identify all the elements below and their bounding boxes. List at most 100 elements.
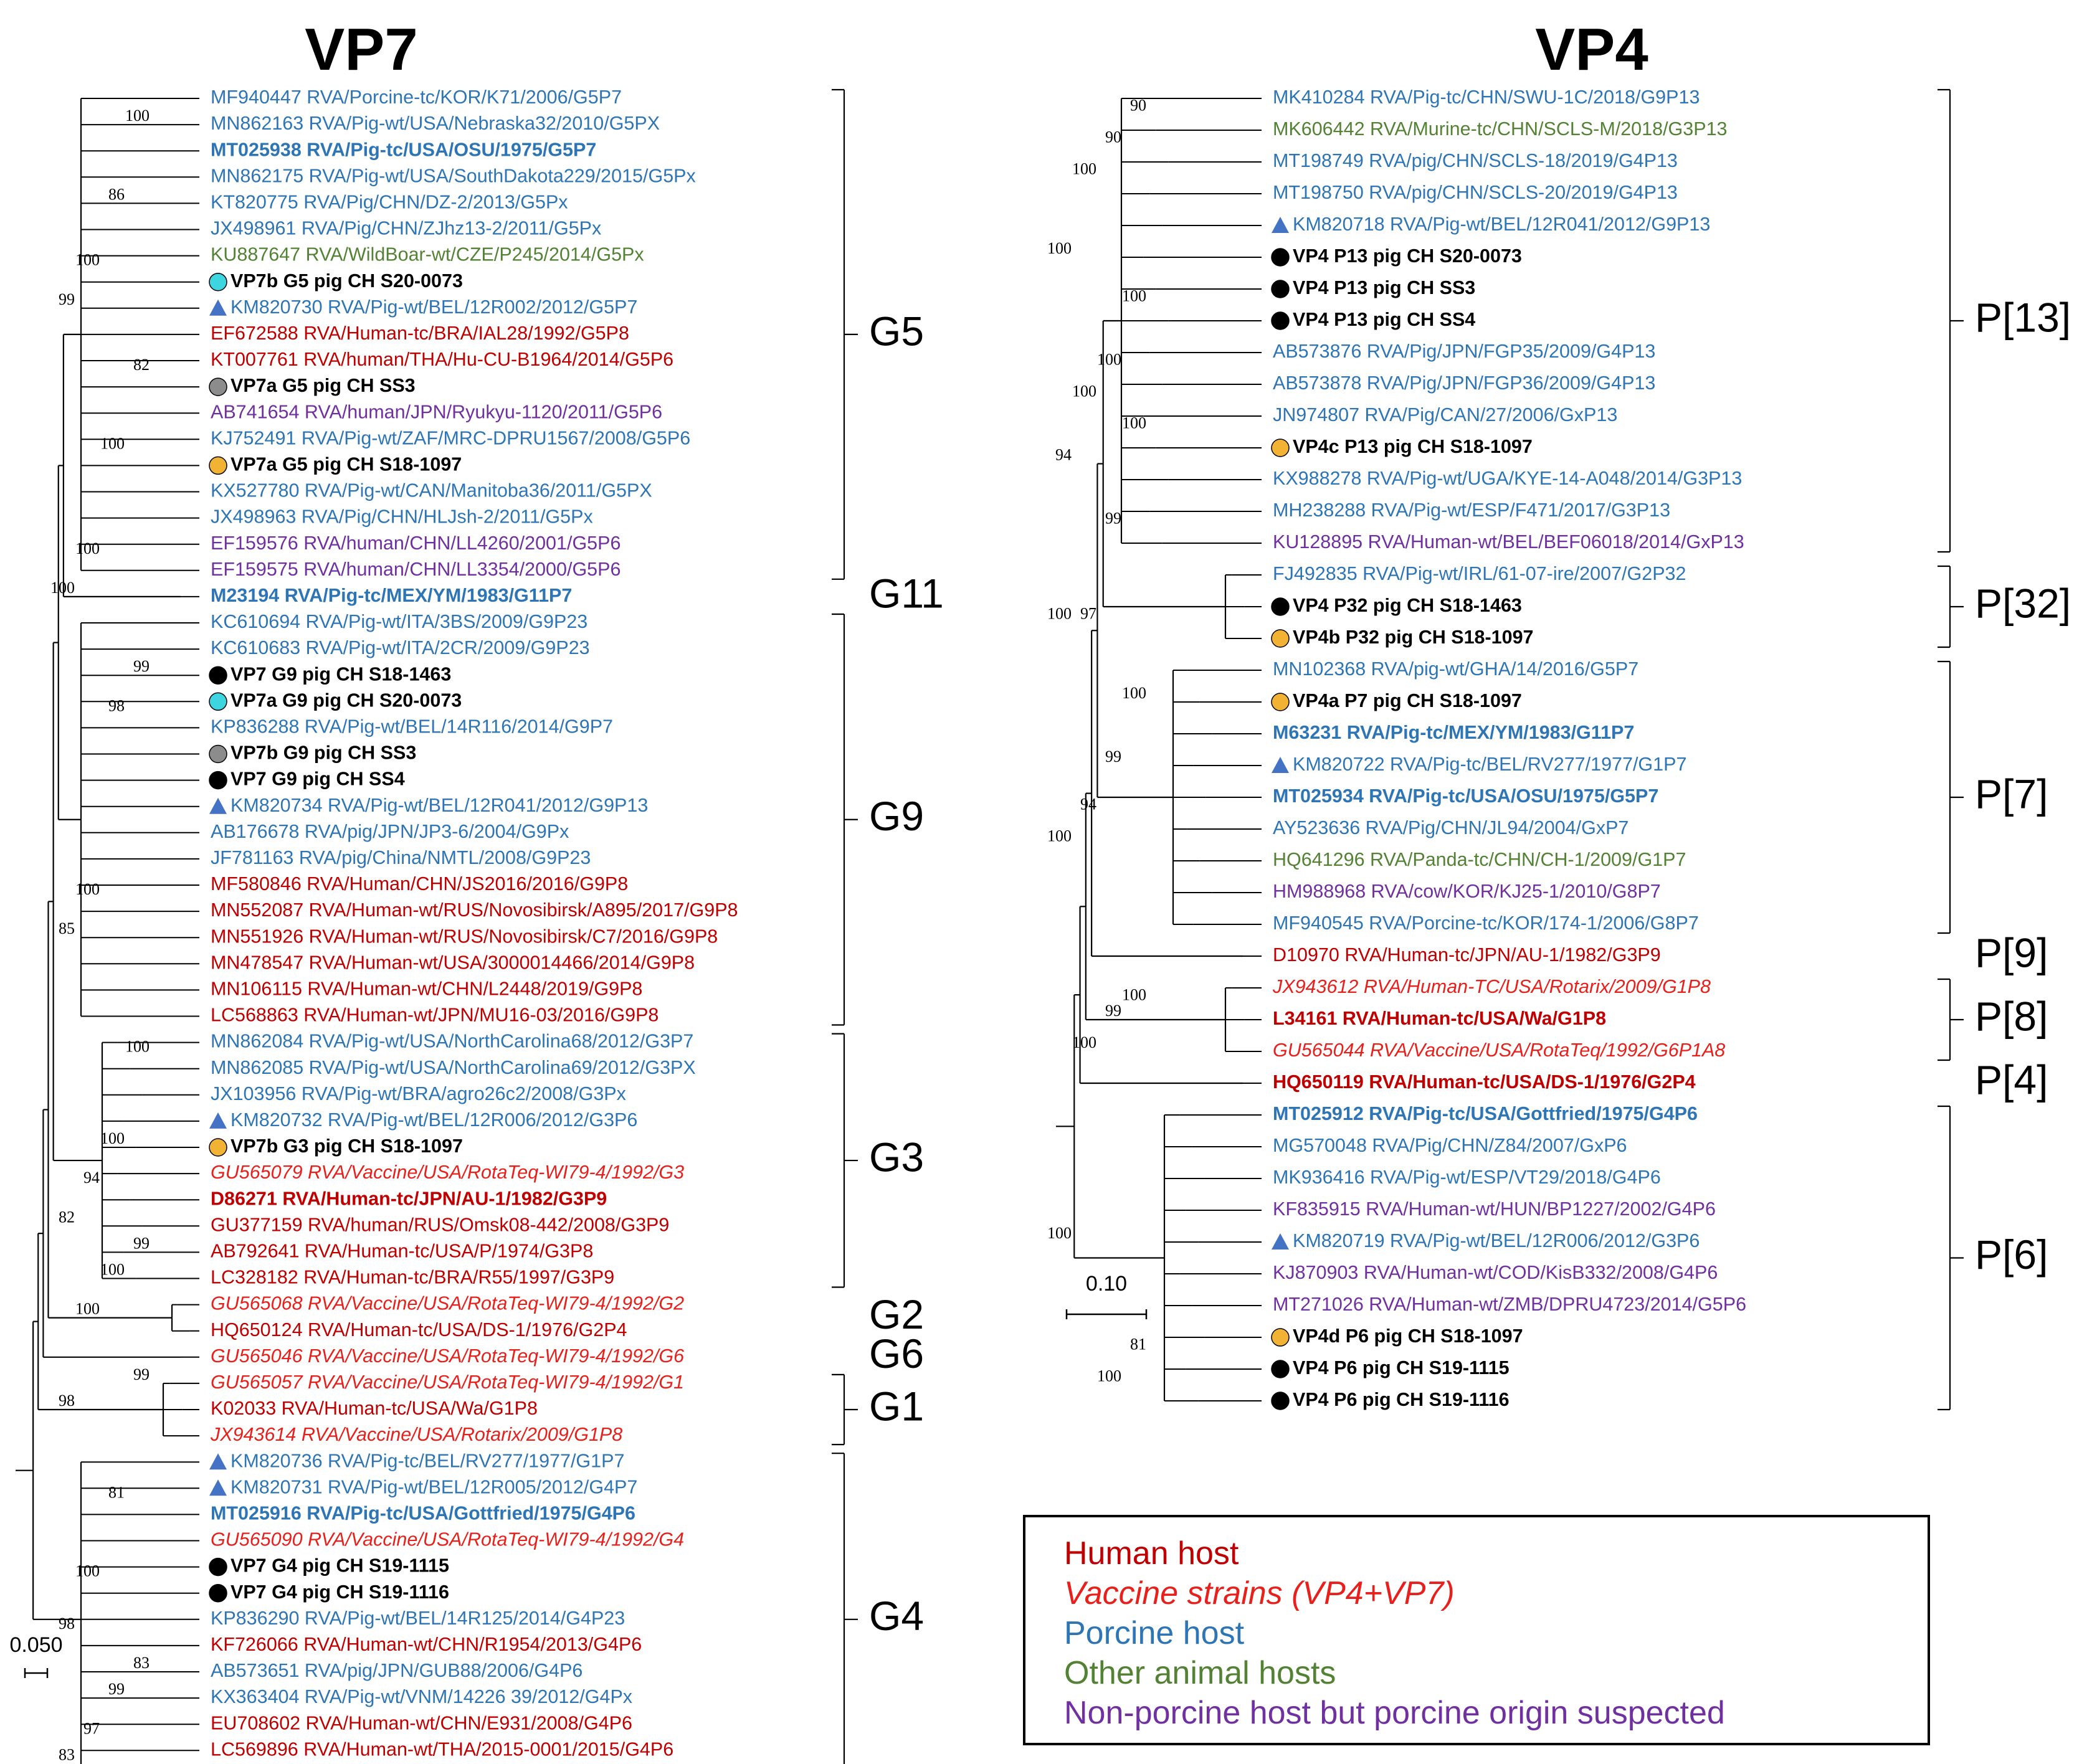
leaf-label: MF940545 RVA/Porcine-tc/KOR/174-1/2006/G… [1273,913,1699,934]
leaf-label: KP836288 RVA/Pig-wt/BEL/14R116/2014/G9P7 [211,716,613,737]
leaf-label: MT025912 RVA/Pig-tc/USA/Gottfried/1975/G… [1273,1103,1698,1124]
leaf-label: AB573876 RVA/Pig/JPN/FGP35/2009/G4P13 [1273,341,1655,362]
leaf-label: EF672588 RVA/Human-tc/BRA/IAL28/1992/G5P… [211,323,629,344]
leaf-label: VP4 P6 pig CH S19-1115 [1293,1357,1510,1378]
legend-item-porcine: Porcine host [1064,1615,1245,1651]
leaf-label: MF940447 RVA/Porcine-tc/KOR/K71/2006/G5P… [211,87,622,108]
leaf-label: MN862163 RVA/Pig-wt/USA/Nebraska32/2010/… [211,113,660,134]
reference-triangle-marker [1272,217,1289,233]
sample-cyan-circle-marker [209,272,227,292]
bootstrap-value: 100 [50,579,75,597]
bootstrap-value: 94 [1080,795,1096,813]
leaf-label: KM820719 RVA/Pig-wt/BEL/12R006/2012/G3P6 [1293,1230,1700,1251]
leaf-label: MN862084 RVA/Pig-wt/USA/NorthCarolina68/… [211,1031,693,1052]
bootstrap-value: 94 [83,1169,100,1187]
leaf-label: MT025938 RVA/Pig-tc/USA/OSU/1975/G5P7 [211,139,596,160]
sample-black-circle-marker [209,1583,227,1603]
leaf-label: GU565068 RVA/Vaccine/USA/RotaTeq-WI79-4/… [211,1293,684,1314]
bootstrap-value: 100 [75,251,100,269]
bootstrap-value: 83 [133,1654,150,1672]
bootstrap-value: 82 [133,356,150,374]
leaf-label: HM988968 RVA/cow/KOR/KJ25-1/2010/G8P7 [1273,881,1661,902]
legend-item-suspected: Non-porcine host but porcine origin susp… [1064,1695,1725,1731]
leaf-label: VP7 G4 pig CH S19-1116 [231,1581,449,1603]
leaf-label: KJ752491 RVA/Pig-wt/ZAF/MRC-DPRU1567/200… [211,427,690,448]
leaf-label: MN552087 RVA/Human-wt/RUS/Novosibirsk/A8… [211,899,738,921]
bootstrap-value: 100 [100,1129,125,1147]
leaf-label: VP7 G4 pig CH S19-1115 [231,1555,449,1577]
leaf-label: MT025916 RVA/Pig-tc/USA/Gottfried/1975/G… [211,1502,635,1524]
leaf-label: VP4c P13 pig CH S18-1097 [1293,436,1533,457]
legend-item-human: Human host [1064,1535,1239,1572]
leaf-label: KX527780 RVA/Pig-wt/CAN/Manitoba36/2011/… [211,480,652,501]
bootstrap-value: 83 [59,1745,75,1763]
leaf-label: KC610683 RVA/Pig-wt/ITA/2CR/2009/G9P23 [211,637,590,658]
sample-black-circle-marker [1271,1392,1290,1410]
leaf-label: KM820722 RVA/Pig-tc/BEL/RV277/1977/G1P7 [1293,754,1686,775]
clade-label: G9 [869,793,924,839]
leaf-label: GU565057 RVA/Vaccine/USA/RotaTeq-WI79-4/… [211,1372,684,1393]
leaf-label: JX943612 RVA/Human-TC/USA/Rotarix/2009/G… [1272,976,1711,997]
clade-label: G6 [869,1330,924,1377]
bootstrap-value: 100 [1047,827,1072,845]
clade-label: G11 [869,570,944,616]
leaf-label: AB792641 RVA/Human-tc/USA/P/1974/G3P8 [211,1240,593,1261]
leaf-label: K02033 RVA/Human-tc/USA/Wa/G1P8 [211,1398,538,1419]
leaf-label: MK410284 RVA/Pig-tc/CHN/SWU-1C/2018/G9P1… [1273,87,1700,108]
bootstrap-value: 81 [108,1483,125,1501]
clade-label: P[6] [1975,1231,2048,1278]
bootstrap-value: 90 [1130,97,1146,115]
bootstrap-value: 99 [1105,510,1121,528]
leaf-label: MH238288 RVA/Pig-wt/ESP/F471/2017/G3P13 [1273,500,1670,521]
bootstrap-value: 99 [1105,747,1121,766]
leaf-label: KP836290 RVA/Pig-wt/BEL/14R125/2014/G4P2… [211,1608,625,1629]
bootstrap-value: 99 [133,1234,150,1252]
legend-item-vaccine: Vaccine strains (VP4+VP7) [1064,1575,1455,1611]
sample-yellow-circle-marker [1271,1328,1290,1347]
leaf-label: KT007761 RVA/human/THA/Hu-CU-B1964/2014/… [211,349,673,370]
clade-label: P[4] [1975,1056,2048,1102]
leaf-label: VP4a P7 pig CH S18-1097 [1293,690,1522,711]
leaf-label: MN551926 RVA/Human-wt/RUS/Novosibirsk/C7… [211,926,718,947]
leaf-label: AB573651 RVA/pig/JPN/GUB88/2006/G4P6 [211,1660,582,1681]
bootstrap-value: 100 [100,1261,125,1279]
sample-black-circle-marker [1271,597,1290,616]
sample-yellow-circle-marker [1271,439,1290,457]
leaf-label: GU377159 RVA/human/RUS/Omsk08-442/2008/G… [211,1214,669,1235]
leaf-label: MT271026 RVA/Human-wt/ZMB/DPRU4723/2014/… [1273,1294,1746,1315]
leaf-label: MN478547 RVA/Human-wt/USA/3000014466/201… [211,952,695,973]
host-legend: Human host Vaccine strains (VP4+VP7) Por… [1023,1515,1930,1745]
leaf-label: VP7 G9 pig CH SS4 [231,769,405,790]
bootstrap-value: 82 [59,1208,75,1226]
bootstrap-value: 98 [59,1615,75,1633]
leaf-label: KF726066 RVA/Human-wt/CHN/R1954/2013/G4P… [211,1634,642,1655]
legend-item-other: Other animal hosts [1064,1655,1336,1691]
leaf-label: VP4b P32 pig CH S18-1097 [1293,627,1534,648]
leaf-label: AB176678 RVA/pig/JPN/JP3-6/2004/G9Px [211,821,569,842]
bootstrap-value: 100 [1122,684,1146,702]
leaf-label: VP7 G9 pig CH S18-1463 [231,663,451,685]
bootstrap-value: 100 [75,1300,100,1318]
bootstrap-value: 99 [133,1365,150,1383]
bootstrap-value: 100 [1122,986,1146,1004]
leaf-label: MK606442 RVA/Murine-tc/CHN/SCLS-M/2018/G… [1273,118,1728,140]
leaf-label: LC328182 RVA/Human-tc/BRA/R55/1997/G3P9 [211,1267,614,1288]
leaf-label: VP4 P32 pig CH S18-1463 [1293,595,1522,616]
clade-label: G5 [869,308,924,354]
reference-triangle-marker [209,1453,227,1470]
clade-label: P[32] [1975,580,2071,626]
panel-title-vp7: VP7 [305,16,417,83]
leaf-label: KM820731 RVA/Pig-wt/BEL/12R005/2012/G4P7 [231,1476,637,1497]
clade-label: G4 [869,1593,924,1639]
leaf-label: LC569896 RVA/Human-wt/THA/2015-0001/2015… [211,1738,673,1760]
leaf-label: HQ650119 RVA/Human-tc/USA/DS-1/1976/G2P4 [1273,1071,1696,1093]
bootstrap-value: 97 [83,1719,100,1737]
bootstrap-value: 100 [75,539,100,557]
bootstrap-value: 100 [75,1562,100,1580]
leaf-label: M63231 RVA/Pig-tc/MEX/YM/1983/G11P7 [1273,722,1634,743]
bootstrap-value: 100 [125,107,150,125]
bootstrap-value: 99 [59,290,75,308]
reference-triangle-marker [209,1112,227,1129]
sample-black-circle-marker [209,666,227,685]
leaf-label: GU565079 RVA/Vaccine/USA/RotaTeq-WI79-4/… [211,1162,684,1183]
